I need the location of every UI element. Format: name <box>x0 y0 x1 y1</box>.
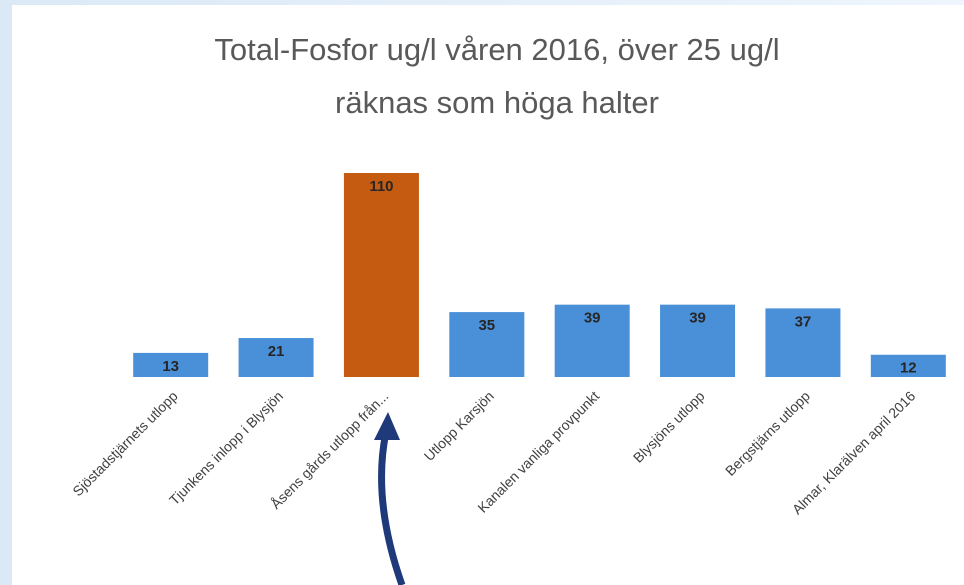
value-label: 21 <box>268 343 285 360</box>
bar <box>133 352 209 377</box>
bar <box>449 312 525 377</box>
bar <box>765 308 841 377</box>
value-label: 35 <box>478 317 495 334</box>
arrow <box>374 412 406 585</box>
bar <box>343 173 419 377</box>
chart-title: Total-Fosfor ug/l våren 2016, över 25 ug… <box>214 32 779 67</box>
value-label: 37 <box>795 313 812 330</box>
value-label: 39 <box>689 310 706 327</box>
value-label: 13 <box>162 358 179 375</box>
value-label: 12 <box>900 360 917 377</box>
bar <box>554 304 630 377</box>
chart-area <box>12 5 964 585</box>
value-label: 110 <box>369 178 393 195</box>
bar <box>238 338 314 377</box>
arrow-head <box>374 412 400 440</box>
chart-title: räknas som höga halter <box>335 85 659 120</box>
bar <box>870 354 946 377</box>
arrow-shaft <box>378 431 406 585</box>
value-label: 39 <box>584 310 601 327</box>
bar <box>660 304 736 377</box>
